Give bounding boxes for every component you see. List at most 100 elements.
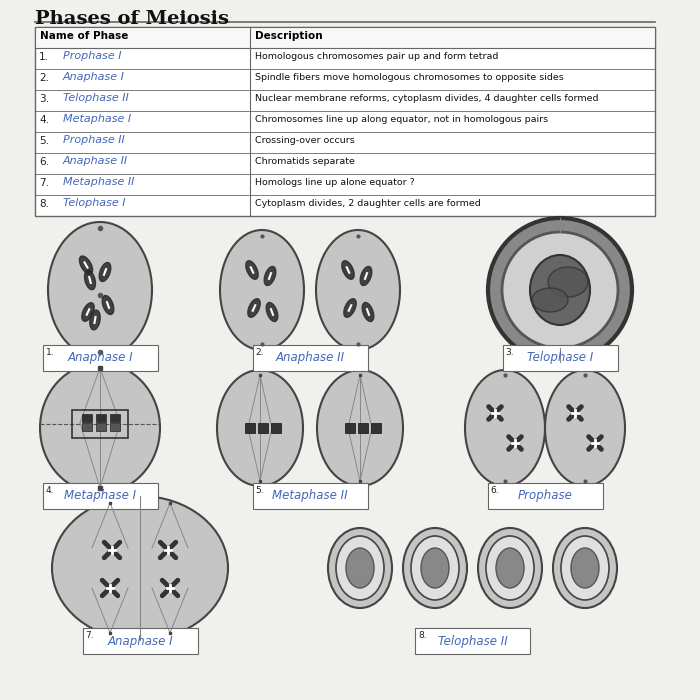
Bar [72,410,128,438]
Text: Phases of Meiosis: Phases of Meiosis [35,10,229,28]
Ellipse shape [465,370,545,486]
Polygon shape [248,299,260,317]
Bar [82,423,92,431]
Ellipse shape [478,528,542,608]
Text: 4.: 4. [46,486,54,495]
Text: Telophase I: Telophase I [63,198,125,208]
Ellipse shape [545,370,625,486]
Bar [503,345,617,371]
Polygon shape [360,267,372,286]
Polygon shape [362,302,374,321]
Polygon shape [266,302,278,321]
Bar [83,628,197,654]
Text: 6.: 6. [39,157,49,167]
Ellipse shape [530,255,590,325]
Polygon shape [79,256,92,274]
Text: 7.: 7. [85,631,94,640]
Text: Homologs line up alone equator ?: Homologs line up alone equator ? [255,178,414,187]
Bar [35,27,655,216]
Ellipse shape [220,230,304,350]
Text: Description: Description [255,31,323,41]
Text: 4.: 4. [39,115,49,125]
Bar [415,628,530,654]
Ellipse shape [502,232,618,348]
Text: Homologous chromosomes pair up and form tetrad: Homologous chromosomes pair up and form … [255,52,498,61]
Bar [258,423,268,433]
Ellipse shape [346,548,374,588]
Bar [35,27,655,48]
Text: 1.: 1. [46,348,54,357]
Bar [253,345,368,371]
Ellipse shape [496,548,524,588]
Bar [110,423,120,431]
Polygon shape [85,270,95,290]
Text: Prophase I: Prophase I [63,51,122,61]
Text: Crossing-over occurs: Crossing-over occurs [255,136,355,145]
Bar [371,423,381,433]
Polygon shape [342,260,354,279]
Bar [245,423,255,433]
Text: Anaphase II: Anaphase II [63,156,128,166]
Text: Prophase II: Prophase II [63,135,125,145]
Text: Metaphase II: Metaphase II [272,489,348,503]
Text: 5.: 5. [256,486,264,495]
Bar [43,483,158,509]
Ellipse shape [532,288,568,312]
Text: Metaphase II: Metaphase II [63,177,134,187]
Text: Anaphase I: Anaphase I [63,72,125,82]
Text: 8.: 8. [39,199,49,209]
Bar [82,414,92,422]
Ellipse shape [317,370,403,486]
Text: 6.: 6. [491,486,499,495]
Bar [110,414,120,422]
Ellipse shape [403,528,467,608]
Ellipse shape [571,548,599,588]
Text: Chromosomes line up along equator, not in homologous pairs: Chromosomes line up along equator, not i… [255,115,548,124]
Text: Name of Phase: Name of Phase [40,31,128,41]
Bar [345,423,355,433]
Polygon shape [344,299,356,317]
Polygon shape [82,302,94,321]
Polygon shape [246,260,258,279]
Text: 3.: 3. [505,348,514,357]
Ellipse shape [411,536,459,600]
Text: Telophase I: Telophase I [527,351,593,365]
Text: 7.: 7. [39,178,49,188]
Bar [43,345,158,371]
Ellipse shape [336,536,384,600]
Ellipse shape [548,267,588,297]
Text: Chromatids separate: Chromatids separate [255,157,355,166]
Bar [253,483,368,509]
Ellipse shape [48,222,152,358]
Text: Anaphase I: Anaphase I [67,351,133,365]
Text: Spindle fibers move homologous chromosomes to opposite sides: Spindle fibers move homologous chromosom… [255,73,564,82]
Ellipse shape [553,528,617,608]
Text: Telophase II: Telophase II [63,93,129,103]
Text: Telophase II: Telophase II [438,634,508,648]
Bar [487,483,603,509]
Ellipse shape [316,230,400,350]
Text: Metaphase I: Metaphase I [64,489,136,503]
Text: Nuclear membrane reforms, cytoplasm divides, 4 daughter cells formed: Nuclear membrane reforms, cytoplasm divi… [255,94,598,103]
Ellipse shape [488,218,632,362]
Ellipse shape [421,548,449,588]
Text: 8.: 8. [418,631,426,640]
Text: Cytoplasm divides, 2 daughter cells are formed: Cytoplasm divides, 2 daughter cells are … [255,199,481,208]
Text: 1.: 1. [39,52,49,62]
Text: Metaphase I: Metaphase I [63,114,131,124]
Ellipse shape [52,496,228,640]
Bar [271,423,281,433]
Text: Anaphase I: Anaphase I [107,634,173,648]
Text: Prophase: Prophase [517,489,573,503]
Ellipse shape [328,528,392,608]
Ellipse shape [40,363,160,493]
Text: 3.: 3. [39,94,49,104]
Bar [358,423,368,433]
Polygon shape [90,310,100,330]
Ellipse shape [217,370,303,486]
Ellipse shape [486,536,534,600]
Ellipse shape [561,536,609,600]
Text: 2.: 2. [256,348,264,357]
Text: Anaphase II: Anaphase II [275,351,344,365]
Text: 2.: 2. [39,73,49,83]
